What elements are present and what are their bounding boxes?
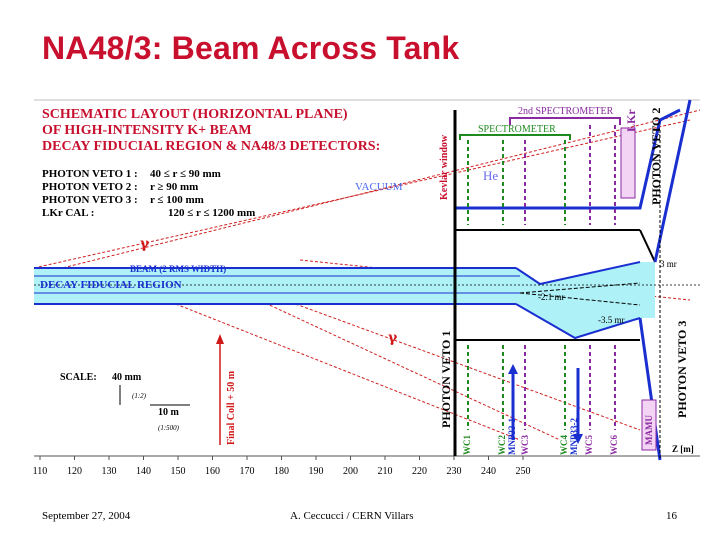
z-axis-tick-label: 170 [240, 466, 255, 477]
gamma-upper: γ [140, 236, 150, 252]
beam-axis-deflected [519, 282, 641, 294]
veto-envelope-top [455, 108, 681, 210]
kevlar-label: Kevlar window [439, 134, 450, 200]
footer-page-number: 16 [666, 510, 677, 522]
z-axis-tick-label: 250 [516, 466, 531, 477]
gamma-lower: γ [388, 330, 398, 346]
spec-value-pv2: r ≥ 90 mm [150, 181, 198, 193]
z-axis-tick-label: 210 [378, 466, 393, 477]
heading-line-1: SCHEMATIC LAYOUT (HORIZONTAL PLANE) [42, 107, 348, 122]
label-mamu: MAMU [644, 415, 654, 445]
scale-label: SCALE: [60, 372, 97, 383]
spectrometer-bracket [459, 134, 571, 140]
z-axis-tick-label: 220 [412, 466, 427, 477]
z-axis-tick-label: 130 [102, 466, 117, 477]
tank-right-top [639, 229, 656, 263]
final-coll-arrowhead [216, 334, 224, 344]
beam-tank-wall-bottom [515, 303, 641, 340]
angle-label-2: -3.5 mr [598, 315, 625, 325]
spec-name-lkr: LKr CAL : [42, 207, 94, 219]
z-axis-label: Z [m] [672, 444, 694, 454]
detector-specs: PHOTON VETO 1 : 40 ≤ r ≤ 90 mm PHOTON VE… [42, 168, 255, 219]
beam-envelope [34, 262, 655, 338]
beam-axis-deflected-2 [519, 292, 641, 306]
photon-veto-1-label: PHOTON VETO 1 [439, 331, 453, 428]
upper-chambers [467, 125, 616, 225]
scale-y-value: 40 mm [112, 372, 142, 383]
beam-tank-wall-top [515, 261, 641, 286]
heading-line-3: DECAY FIDUCIAL REGION & NA48/3 DETECTORS… [42, 139, 380, 154]
lower-chambers [467, 345, 616, 430]
helium-label: He [483, 168, 498, 183]
angle-label-3: 3 mr [660, 259, 677, 269]
label-wc6: WC6 [609, 435, 619, 455]
mamu-box [641, 399, 657, 451]
heading-line-2: OF HIGH-INTENSITY K+ BEAM [42, 123, 252, 138]
spec-value-pv3: r ≤ 100 mm [150, 194, 204, 206]
veto-envelope-right [653, 99, 692, 263]
z-axis-tick-label: 110 [33, 466, 48, 477]
spec-name-pv2: PHOTON VETO 2 : [42, 181, 138, 193]
scale-x-ratio: (1:500) [158, 424, 180, 432]
z-axis-ticks: 110 120 130 140 150 160 170 180 190 200 210 220 230 2… [33, 456, 531, 477]
lkr-calorimeter [620, 127, 636, 199]
mnp33-1-arrowhead [508, 364, 518, 374]
label-wc5: WC5 [584, 435, 594, 455]
photon-veto-2-label: PHOTON VETO 2 [649, 108, 663, 205]
spec-value-pv1: 40 ≤ r ≤ 90 mm [150, 168, 221, 180]
spectrometer-label: SPECTROMETER [478, 124, 556, 135]
z-axis-tick-label: 150 [171, 466, 186, 477]
spec-name-pv1: PHOTON VETO 1 : [42, 168, 138, 180]
angle-label-1: -2.1 mr [538, 292, 565, 302]
mnp33-2-arrowhead [573, 434, 583, 444]
footer-author: A. Ceccucci / CERN Villars [290, 510, 414, 522]
spec-name-pv3: PHOTON VETO 3 : [42, 194, 138, 206]
z-axis-tick-label: 160 [205, 466, 220, 477]
z-axis-tick-label: 200 [343, 466, 358, 477]
footer-date: September 27, 2004 [42, 510, 131, 522]
label-mnp33-2: MNP33-2 [569, 418, 579, 455]
spectrometer2-label: 2nd SPECTROMETER [518, 106, 614, 117]
z-axis-tick-label: 140 [136, 466, 151, 477]
z-axis-tick-label: 230 [447, 466, 462, 477]
chamber-labels: WC1 WC2 MNP33-1 WC3 WC4 MNP33-2 WC5 WC6 … [462, 415, 654, 455]
photon-veto-3-label: PHOTON VETO 3 [675, 321, 689, 418]
scale-y-ratio: (1:2) [132, 392, 147, 400]
label-wc3: WC3 [520, 435, 530, 455]
label-mnp33-1: MNP33-1 [507, 418, 517, 455]
label-wc1: WC1 [462, 435, 472, 455]
lkr-label: LKr [624, 109, 638, 132]
decay-region-label: DECAY FIDUCIAL REGION [40, 279, 182, 291]
z-axis-tick-label: 190 [309, 466, 324, 477]
label-wc4: WC4 [559, 435, 569, 455]
spectrometer2-bracket [509, 117, 621, 125]
z-axis-tick-label: 240 [481, 466, 496, 477]
beam-label: BEAM (2 RMS WIDTH) [130, 264, 226, 274]
spec-value-lkr: 120 ≤ r ≤ 1200 mm [168, 207, 255, 219]
vacuum-label: VACUUM [355, 181, 403, 193]
final-coll-label: Final Coll + 50 m [226, 370, 237, 445]
veto-envelope-bottom [638, 317, 662, 461]
label-wc2: WC2 [497, 435, 507, 455]
z-axis-tick-label: 180 [274, 466, 289, 477]
scale-x-value: 10 m [158, 407, 180, 418]
z-axis-tick-label: 120 [67, 466, 82, 477]
slide-title: NA48/3: Beam Across Tank [42, 30, 460, 66]
